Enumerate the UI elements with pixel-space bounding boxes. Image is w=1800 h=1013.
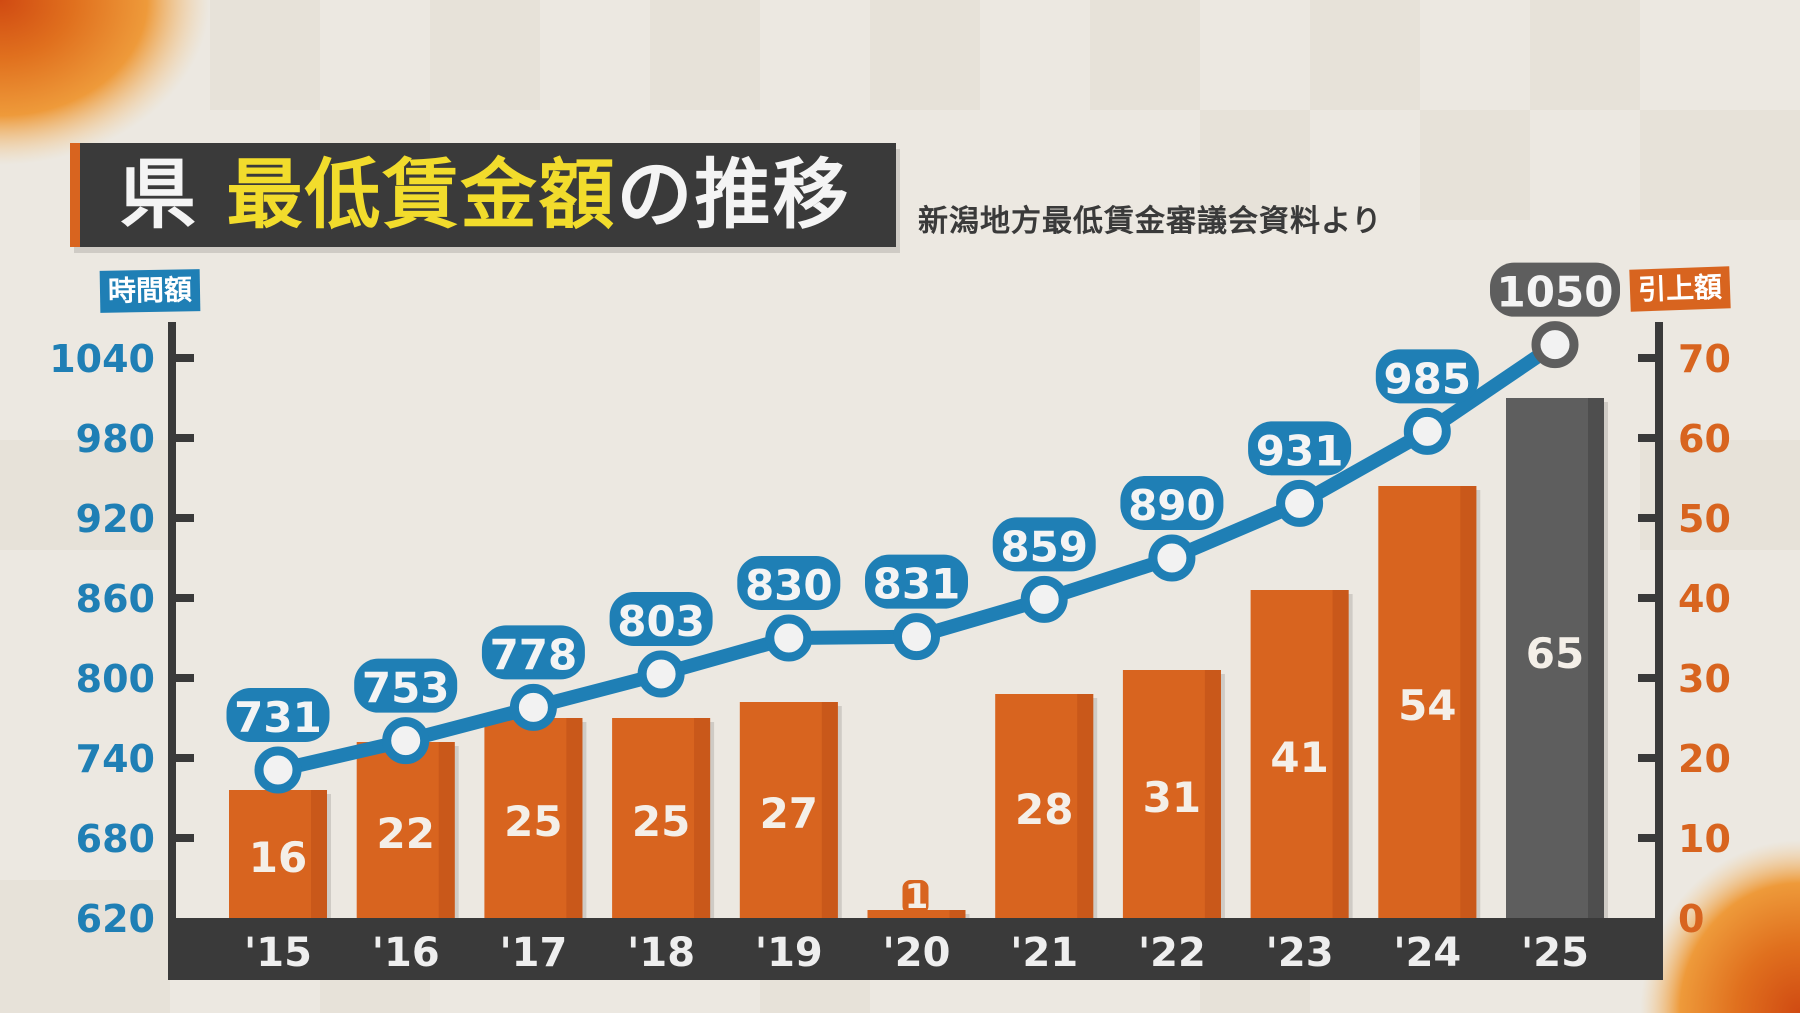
right-axis-label: 引上額	[1629, 266, 1731, 312]
title-highlight: 最低賃金額	[226, 150, 617, 239]
left-axis-label: 時間額	[99, 269, 201, 313]
source-note: 新潟地方最低賃金審議会資料より	[918, 204, 1383, 239]
chart-title: 県 最低賃金額の推移	[120, 151, 850, 239]
title-suffix: の推移	[616, 150, 851, 239]
chart-title-banner: 県 最低賃金額の推移	[70, 143, 896, 247]
title-prefix: 県	[120, 150, 227, 239]
